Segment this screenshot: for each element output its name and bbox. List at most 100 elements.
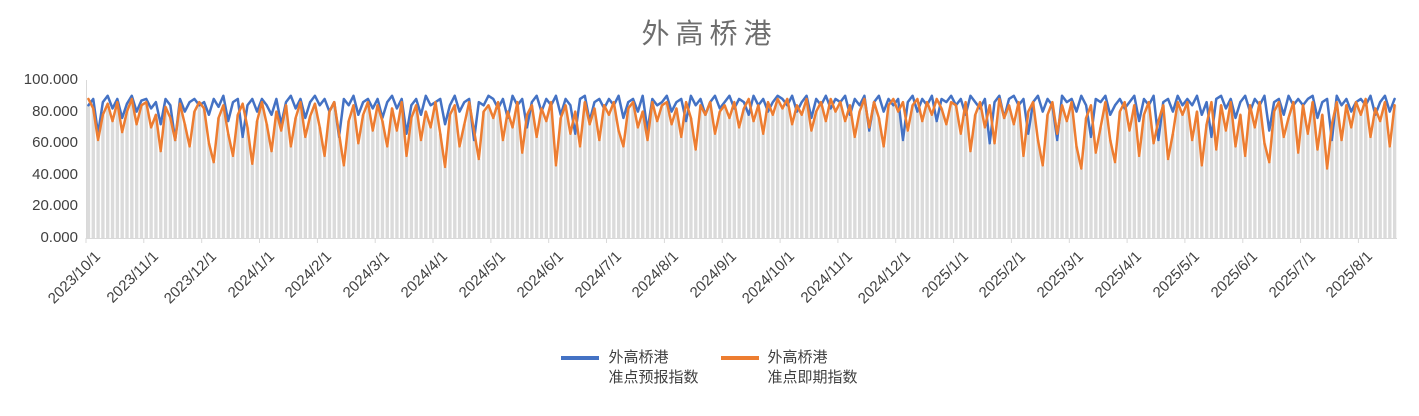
spot-line-sample-icon [720,356,759,360]
underlay-bar [1151,143,1156,238]
underlay-bar [785,105,790,238]
underlay-bar [978,108,982,238]
underlay-bar [327,111,332,238]
underlay-bar [886,105,891,238]
underlay-bar [944,124,949,238]
underlay-bar [853,136,857,238]
underlay-bar [535,136,539,238]
underlay-bar [1368,136,1373,238]
underlay-bar [414,105,418,238]
underlay-bar [168,117,173,238]
underlay-bar [139,105,144,238]
underlay-bar [824,121,828,238]
underlay-bar [1079,168,1084,238]
underlay-bar [549,105,553,238]
underlay-bar [1195,111,1199,238]
underlay-bar [1065,121,1069,238]
underlay-bar [1286,117,1291,238]
underlay-bar [1224,130,1228,238]
underlay-bar [684,121,688,238]
underlay-bar [655,121,659,238]
underlay-bar [294,117,298,238]
underlay-bar [949,102,953,239]
underlay-bar [409,117,414,238]
underlay-bar [665,102,669,239]
underlay-bar [877,117,881,238]
underlay-bar [433,102,438,239]
underlay-bar [857,111,862,238]
underlay-bar [814,111,818,238]
underlay-bar [1127,130,1132,238]
underlay-bar [1045,114,1050,238]
underlay-bar [809,130,814,238]
underlay-bar [395,130,399,238]
underlay-bar [1272,111,1276,238]
spot-line-series [87,97,1396,170]
underlay-bar [939,108,944,238]
underlay-bar [848,114,852,238]
underlay-bar [973,114,977,238]
underlay-bar [506,117,510,238]
underlay-bar [1325,168,1329,238]
underlay-bar [380,121,385,238]
underlay-bar [231,155,235,238]
underlay-bar [1383,102,1387,239]
underlay-bar [197,105,201,238]
underlay-bar [954,105,958,238]
underlay-bar [718,111,722,238]
underlay-bar [1200,165,1204,238]
underlay-bar [477,159,481,238]
underlay-bar [448,114,452,238]
legend-item-forecast[interactable]: 外高桥港 准点预报指数 [561,348,699,388]
legend-item-spot[interactable]: 外高桥港 准点即期指数 [720,348,858,388]
underlay-bar [1354,102,1358,239]
underlay-bar [130,98,134,239]
underlay-bar [1171,133,1175,238]
underlay-bar [829,108,833,238]
underlay-bar [1204,124,1209,238]
underlay-bar [607,114,611,238]
underlay-bar [96,140,100,238]
underlay-bar [1229,102,1233,239]
underlay-bar [491,117,496,238]
underlay-bar [1123,108,1127,238]
forecast-line-sample-icon [561,356,600,360]
underlay-bar [1103,102,1108,239]
underlay-bar [1306,133,1310,238]
underlay-bar [559,117,563,238]
underlay-bar [1267,162,1272,238]
underlay-bar [308,116,312,238]
underlay-bar [650,102,655,239]
underlay-bar [968,151,973,238]
underlay-bar [766,111,770,238]
underlay-bar [592,108,597,238]
underlay-bar [457,146,462,238]
underlay-bar [641,111,645,238]
underlay-bar [154,114,158,238]
underlay-bar [1214,149,1218,238]
underlay-bar [583,102,587,239]
y-axis-label: 0.000 [40,229,78,246]
underlay-bar [578,146,582,238]
plot-area [85,80,1397,243]
underlay-bar [1118,111,1122,238]
legend-forecast-label-line1: 外高桥港 [608,349,669,366]
underlay-bar [867,130,871,238]
underlay-bar [390,108,394,238]
underlay-bar [568,133,573,238]
underlay-bar [453,105,457,238]
underlay-bar [279,130,283,238]
underlay-bar [472,140,476,238]
underlay-bar [1253,127,1257,238]
underlay-bar [241,136,245,238]
underlay-bar [660,105,664,238]
underlay-bar [997,98,1002,239]
underlay-bar [539,111,544,238]
underlay-bar [428,127,433,238]
underlay-bar [935,121,939,238]
underlay-bar [250,163,255,238]
underlay-bar [1074,146,1079,238]
underlay-bar [896,111,900,238]
underlay-bar [482,111,486,238]
